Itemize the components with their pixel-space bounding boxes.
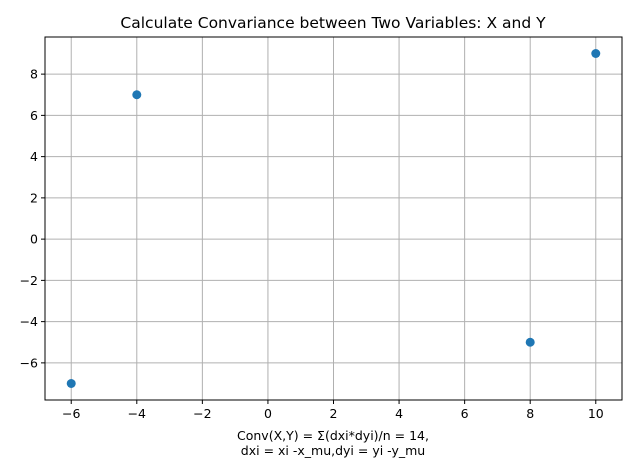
y-tick-label: 0 <box>30 232 38 247</box>
y-tick-label: 4 <box>30 149 38 164</box>
chart-title: Calculate Convariance between Two Variab… <box>120 14 546 32</box>
x-tick-label: 8 <box>526 406 534 421</box>
y-axis-ticks: −6 −4 −2 0 2 4 6 8 <box>20 67 45 370</box>
x-tick-label: −4 <box>128 406 146 421</box>
x-tick-label: 2 <box>330 406 338 421</box>
y-tick-label: 8 <box>30 67 38 82</box>
data-points <box>66 49 601 388</box>
x-tick-label: 4 <box>395 406 403 421</box>
x-axis-label-line-2: dxi = xi -x_mu,dyi = yi -y_mu <box>241 443 425 458</box>
x-tick-label: 10 <box>588 406 604 421</box>
x-tick-label: 6 <box>461 406 469 421</box>
x-axis-label-line-1: Conv(X,Y) = Σ(dxi*dyi)/n = 14, <box>237 428 429 443</box>
y-tick-label: 2 <box>30 190 38 205</box>
data-point <box>591 49 601 58</box>
x-tick-label: −2 <box>193 406 211 421</box>
x-axis-ticks: −6 −4 −2 0 2 4 6 8 10 <box>62 400 604 421</box>
y-tick-label: −6 <box>20 355 38 370</box>
y-tick-label: 6 <box>30 108 38 123</box>
y-tick-label: −2 <box>20 273 38 288</box>
x-tick-label: 0 <box>264 406 272 421</box>
x-tick-label: −6 <box>62 406 80 421</box>
data-point <box>66 379 76 388</box>
grid-lines <box>45 37 622 400</box>
y-tick-label: −4 <box>20 314 38 329</box>
data-point <box>132 90 142 100</box>
data-point <box>525 337 535 347</box>
